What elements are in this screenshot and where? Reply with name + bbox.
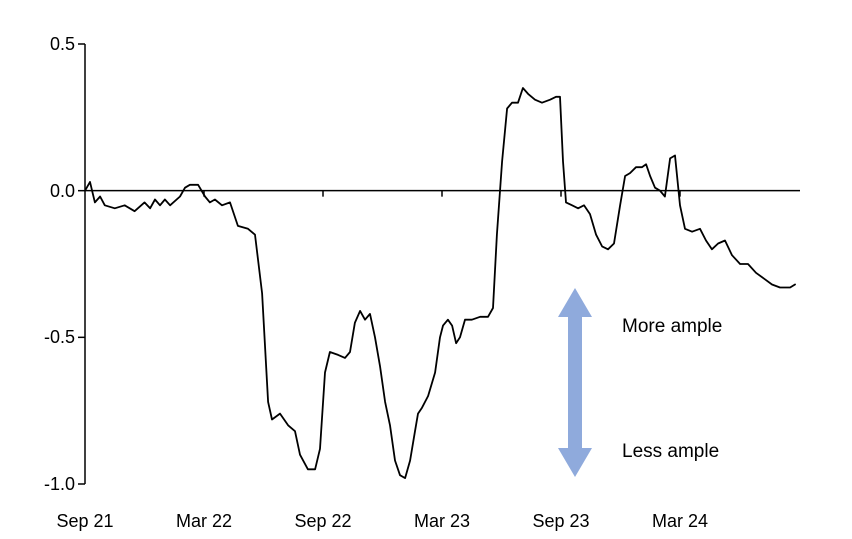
x-tick-label: Sep 22 xyxy=(294,511,351,531)
ample-double-arrow-icon xyxy=(558,288,592,477)
x-tick-label: Mar 22 xyxy=(176,511,232,531)
double-arrow-shape xyxy=(558,288,592,477)
y-tick-label: 0.0 xyxy=(50,181,75,201)
annotation-more-ample: More ample xyxy=(622,316,722,337)
x-tick-label: Mar 23 xyxy=(414,511,470,531)
x-tick-label: Mar 24 xyxy=(652,511,708,531)
y-tick-label: -1.0 xyxy=(44,474,75,494)
y-tick-label: -0.5 xyxy=(44,327,75,347)
x-tick-label: Sep 23 xyxy=(532,511,589,531)
x-tick-label: Sep 21 xyxy=(56,511,113,531)
series-line xyxy=(84,87,796,479)
annotation-less-ample: Less ample xyxy=(622,441,719,462)
axes-layer xyxy=(78,43,800,485)
y-tick-label: 0.5 xyxy=(50,34,75,54)
